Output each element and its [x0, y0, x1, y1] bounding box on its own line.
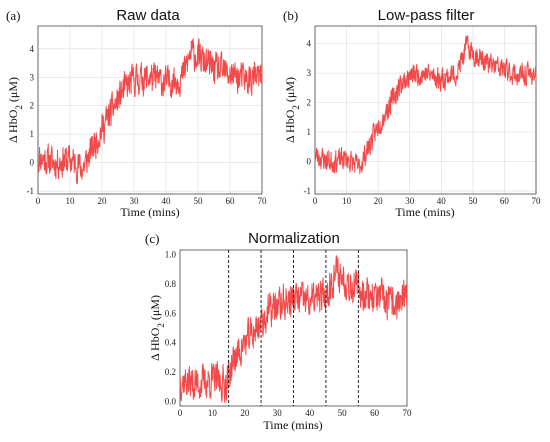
panel-a-xtick-label: 40: [162, 196, 172, 206]
panel-b-xtick-label: 0: [313, 196, 318, 206]
panel-b-xtick-label: 40: [437, 196, 447, 206]
panel-b: (b) Low-pass filter 0 10 20 30 40 50 60 70 -101…: [283, 7, 541, 219]
panel-c: (c) Normalization 0 10 20 30 40 50 60 70 0.0 0.2…: [145, 230, 412, 432]
panel-b-xtick-label: 70: [532, 196, 542, 206]
panel-a-ylabel: Δ HbO2 (μM): [6, 77, 24, 143]
panel-a-xtick-label: 0: [36, 196, 41, 206]
panel-c-ytick-label: 1.0: [165, 249, 177, 259]
panel-b-title: Low-pass filter: [378, 7, 475, 24]
panel-a-ytick-label: 4: [30, 44, 35, 54]
panel-c-letter: (c): [145, 231, 159, 246]
panel-c-xlabel: Time (mins): [263, 418, 322, 432]
panel-a-xlabel: Time (mins): [120, 205, 179, 219]
panel-a-xtick-label: 20: [98, 196, 108, 206]
panel-a-series-line: [37, 38, 263, 185]
panel-b-ytick-label: 2: [307, 98, 312, 108]
panel-c-title: Normalization: [248, 230, 340, 247]
panel-b-ytick-label: 3: [307, 68, 312, 78]
panel-b-plot-frame: [314, 25, 537, 195]
panel-a-ytick-label: -1: [27, 186, 35, 196]
panel-c-xtick-label: 60: [370, 408, 380, 418]
panel-a-ytick-label: 3: [30, 72, 35, 82]
panel-c-xtick-label: 70: [403, 408, 413, 418]
panel-b-xtick-label: 30: [405, 196, 415, 206]
panel-a-letter: (a): [6, 8, 20, 23]
panel-a-ytick-label: 0: [30, 158, 35, 168]
panel-b-ylabel: Δ HbO2 (μM): [283, 77, 301, 143]
panel-a-ytick-label: 1: [30, 129, 35, 139]
panel-c-ylabel: Δ HbO2 (μM): [148, 295, 166, 361]
panel-b-xtick-label: 10: [342, 196, 352, 206]
panel-c-ytick-label: 0.4: [165, 338, 177, 348]
panel-c-ytick-label: 0.8: [165, 279, 177, 289]
panel-b-xtick-label: 60: [500, 196, 510, 206]
panel-c-xtick-label: 40: [305, 408, 315, 418]
panel-a-xtick-label: 50: [194, 196, 204, 206]
panel-b-ytick-label: -1: [304, 186, 312, 196]
panel-b-letter: (b): [283, 8, 298, 23]
panel-a-xtick-label: 70: [258, 196, 268, 206]
panel-a-ytick-label: 2: [30, 101, 35, 111]
panel-c-xtick-label: 50: [338, 408, 348, 418]
panel-b-xtick-label: 20: [374, 196, 384, 206]
panel-b-xlabel: Time (mins): [395, 205, 454, 219]
panel-c-ytick-label: 0.2: [165, 367, 176, 377]
panel-a-xtick-label: 60: [226, 196, 236, 206]
panel-b-ytick-label: 0: [307, 157, 312, 167]
panel-a-title: Raw data: [116, 7, 180, 24]
panel-c-xtick-label: 10: [208, 408, 218, 418]
panel-a-plot-frame: [37, 25, 263, 195]
panel-a-xtick-label: 10: [66, 196, 76, 206]
panel-b-ytick-label: 1: [307, 127, 312, 137]
panel-b-ytick-label: 4: [307, 39, 312, 49]
panel-c-xtick-label: 30: [273, 408, 283, 418]
panel-c-xtick-label: 20: [240, 408, 250, 418]
panel-b-series-line: [314, 35, 537, 175]
panel-a-xtick-label: 30: [130, 196, 140, 206]
panel-c-xtick-label: 0: [178, 408, 183, 418]
panel-b-xtick-label: 50: [468, 196, 478, 206]
panel-c-ytick-label: 0.6: [165, 308, 177, 318]
panel-c-ytick-label: 0.0: [165, 397, 177, 407]
